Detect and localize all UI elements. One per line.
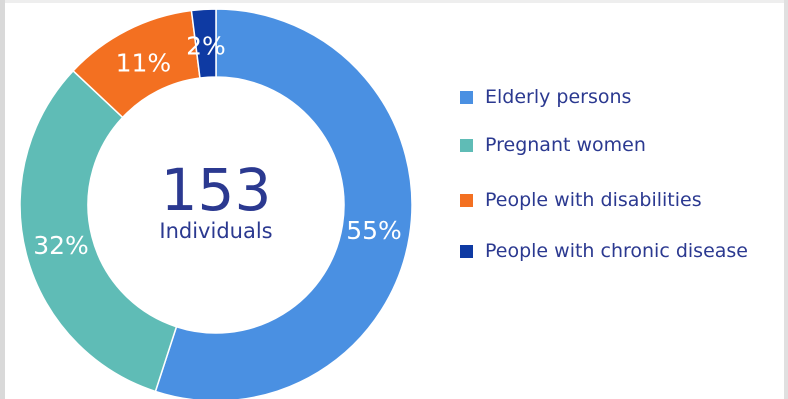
frame-top-border: [0, 0, 788, 3]
legend-item-elderly-persons: Elderly persons: [460, 82, 631, 112]
legend-swatch-people-with-disabilities: [460, 193, 473, 207]
legend-label-pregnant-women: Pregnant women: [485, 134, 646, 156]
legend-swatch-pregnant-women: [460, 138, 473, 152]
slice-label-people-with-disabilities: 11%: [116, 48, 172, 77]
slice-elderly-persons: [154, 8, 413, 399]
center-total: 153: [161, 156, 272, 224]
slice-label-elderly-persons: 55%: [346, 216, 402, 245]
legend-swatch-people-with-chronic-disease: [460, 244, 473, 258]
legend-swatch-elderly-persons: [460, 90, 473, 104]
frame-right-border: [784, 0, 788, 399]
legend-label-people-with-chronic-disease: People with chronic disease: [485, 240, 748, 262]
center-caption: Individuals: [159, 219, 272, 243]
frame-left-border: [0, 0, 5, 399]
donut-value-labels: 55% 32% 11% 2%: [33, 31, 402, 259]
slice-people-with-chronic-disease: [190, 8, 217, 79]
legend-item-pregnant-women: Pregnant women: [460, 130, 646, 160]
legend-label-elderly-persons: Elderly persons: [485, 86, 632, 108]
slice-pregnant-women: [19, 69, 178, 393]
legend-item-people-with-chronic-disease: People with chronic disease: [460, 236, 748, 266]
donut-chart: 55% 32% 11% 2% 153 Individuals: [19, 8, 413, 399]
legend-item-people-with-disabilities: People with disabilities: [460, 185, 702, 215]
donut-slices: [19, 8, 413, 399]
slice-label-pregnant-women: 32%: [33, 231, 89, 260]
legend-label-people-with-disabilities: People with disabilities: [485, 189, 702, 211]
slice-label-people-with-chronic-disease: 2%: [186, 31, 226, 60]
